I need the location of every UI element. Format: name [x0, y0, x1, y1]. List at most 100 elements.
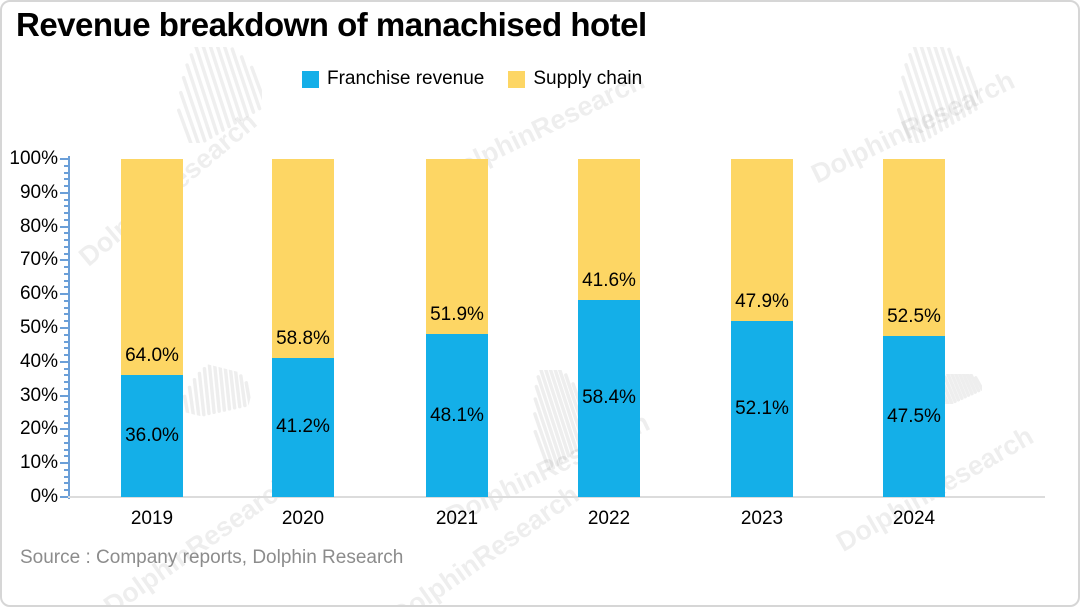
y-axis-label: 80%	[19, 216, 58, 237]
watermark-text: DolphinResearch	[441, 406, 655, 532]
bar-value-label-supply-2023: 47.9%	[735, 290, 789, 312]
y-minor-tick	[64, 381, 68, 383]
dolphin-logo-watermark	[529, 361, 598, 475]
y-minor-tick	[64, 266, 68, 268]
y-major-tick	[60, 462, 68, 464]
y-major-tick	[60, 327, 68, 329]
y-major-tick	[60, 226, 68, 228]
y-axis-label: 100%	[9, 148, 58, 169]
y-minor-tick	[64, 401, 68, 403]
legend-item-franchise-revenue: Franchise revenue	[302, 68, 484, 90]
dolphin-logo-watermark	[892, 38, 984, 150]
watermark-text: DolphinResearch	[831, 420, 1039, 558]
bar-value-label-franchise-2019: 36.0%	[125, 425, 179, 447]
y-axis-label: 70%	[19, 249, 58, 270]
y-minor-tick	[64, 199, 68, 201]
legend-label: Franchise revenue	[327, 68, 485, 89]
y-minor-tick	[64, 320, 68, 322]
y-minor-tick	[64, 469, 68, 471]
x-axis-label-2020: 2020	[281, 508, 325, 529]
bar-segment-franchise-revenue-2023	[731, 320, 793, 497]
y-axis-label: 90%	[19, 182, 58, 203]
y-minor-tick	[64, 449, 68, 451]
dolphin-logo-watermark	[174, 359, 256, 431]
y-major-tick	[60, 293, 68, 295]
x-axis-line	[68, 496, 1045, 498]
legend-swatch-franchise-icon	[302, 70, 319, 88]
bar-value-label-supply-2024: 52.5%	[887, 306, 941, 328]
y-axis-label: 40%	[19, 351, 58, 372]
bar-value-label-franchise-2022: 58.4%	[582, 387, 636, 409]
y-minor-tick	[64, 435, 68, 437]
watermark-text: DolphinResearch	[98, 469, 298, 607]
watermark-text: DolphinResearch	[385, 479, 585, 607]
bar-segment-franchise-revenue-2019	[121, 375, 183, 497]
bar-segment-supply-chain-2020	[272, 159, 334, 358]
y-major-tick	[60, 158, 68, 160]
legend-swatch-supply-icon	[508, 70, 526, 88]
bar-value-label-supply-2019: 64.0%	[125, 345, 179, 367]
y-axis-line	[68, 156, 70, 499]
y-minor-tick	[64, 232, 68, 234]
bar-segment-supply-chain-2022	[578, 159, 640, 300]
bar-segment-supply-chain-2021	[426, 159, 488, 335]
y-minor-tick	[64, 442, 68, 444]
bar-value-label-supply-2022: 41.6%	[582, 269, 636, 291]
y-minor-tick	[64, 455, 68, 457]
y-minor-tick	[64, 212, 68, 214]
y-minor-tick	[64, 185, 68, 187]
y-minor-tick	[64, 341, 68, 343]
y-minor-tick	[64, 253, 68, 255]
y-minor-tick	[64, 178, 68, 180]
y-minor-tick	[64, 239, 68, 241]
bar-segment-franchise-revenue-2022	[578, 299, 640, 497]
dolphin-logo-watermark	[172, 38, 268, 150]
source-note: Source : Company reports, Dolphin Resear…	[20, 547, 404, 568]
y-axis-label: 0%	[30, 486, 58, 507]
y-minor-tick	[64, 300, 68, 302]
bar-value-label-franchise-2021: 48.1%	[430, 404, 484, 426]
y-minor-tick	[64, 273, 68, 275]
chart-title: Revenue breakdown of manachised hotel	[16, 6, 647, 43]
legend-label: Supply chain	[533, 68, 643, 89]
y-major-tick	[60, 496, 68, 498]
bar-segment-franchise-revenue-2024	[883, 336, 945, 497]
y-minor-tick	[64, 165, 68, 167]
y-minor-tick	[64, 313, 68, 315]
watermark-text: DolphinResearch	[806, 64, 1020, 190]
bar-value-label-franchise-2020: 41.2%	[276, 416, 330, 438]
bar-value-label-supply-2020: 58.8%	[276, 327, 330, 349]
y-minor-tick	[64, 476, 68, 478]
y-minor-tick	[64, 172, 68, 174]
legend-item-supply-chain: Supply chain	[508, 68, 642, 90]
y-axis-label: 50%	[19, 317, 58, 338]
bar-segment-franchise-revenue-2020	[272, 357, 334, 497]
watermark-text: DolphinResearch	[73, 106, 263, 272]
y-minor-tick	[64, 219, 68, 221]
x-axis-label-2019: 2019	[130, 508, 174, 529]
y-minor-tick	[64, 205, 68, 207]
y-major-tick	[60, 361, 68, 363]
bar-segment-franchise-revenue-2021	[426, 334, 488, 497]
y-minor-tick	[64, 354, 68, 356]
y-minor-tick	[64, 246, 68, 248]
y-axis-label: 10%	[19, 452, 58, 473]
x-axis-label-2022: 2022	[587, 508, 631, 529]
x-axis-label-2024: 2024	[892, 508, 936, 529]
y-major-tick	[60, 395, 68, 397]
dolphin-logo-watermark	[930, 369, 984, 410]
bar-segment-supply-chain-2023	[731, 159, 793, 321]
x-axis-label-2021: 2021	[435, 508, 479, 529]
x-axis-label-2023: 2023	[740, 508, 784, 529]
bar-segment-supply-chain-2024	[883, 159, 945, 337]
y-minor-tick	[64, 347, 68, 349]
y-minor-tick	[64, 388, 68, 390]
y-minor-tick	[64, 489, 68, 491]
y-minor-tick	[64, 286, 68, 288]
y-axis-label: 30%	[19, 385, 58, 406]
y-axis-label: 20%	[19, 418, 58, 439]
y-minor-tick	[64, 422, 68, 424]
y-minor-tick	[64, 408, 68, 410]
